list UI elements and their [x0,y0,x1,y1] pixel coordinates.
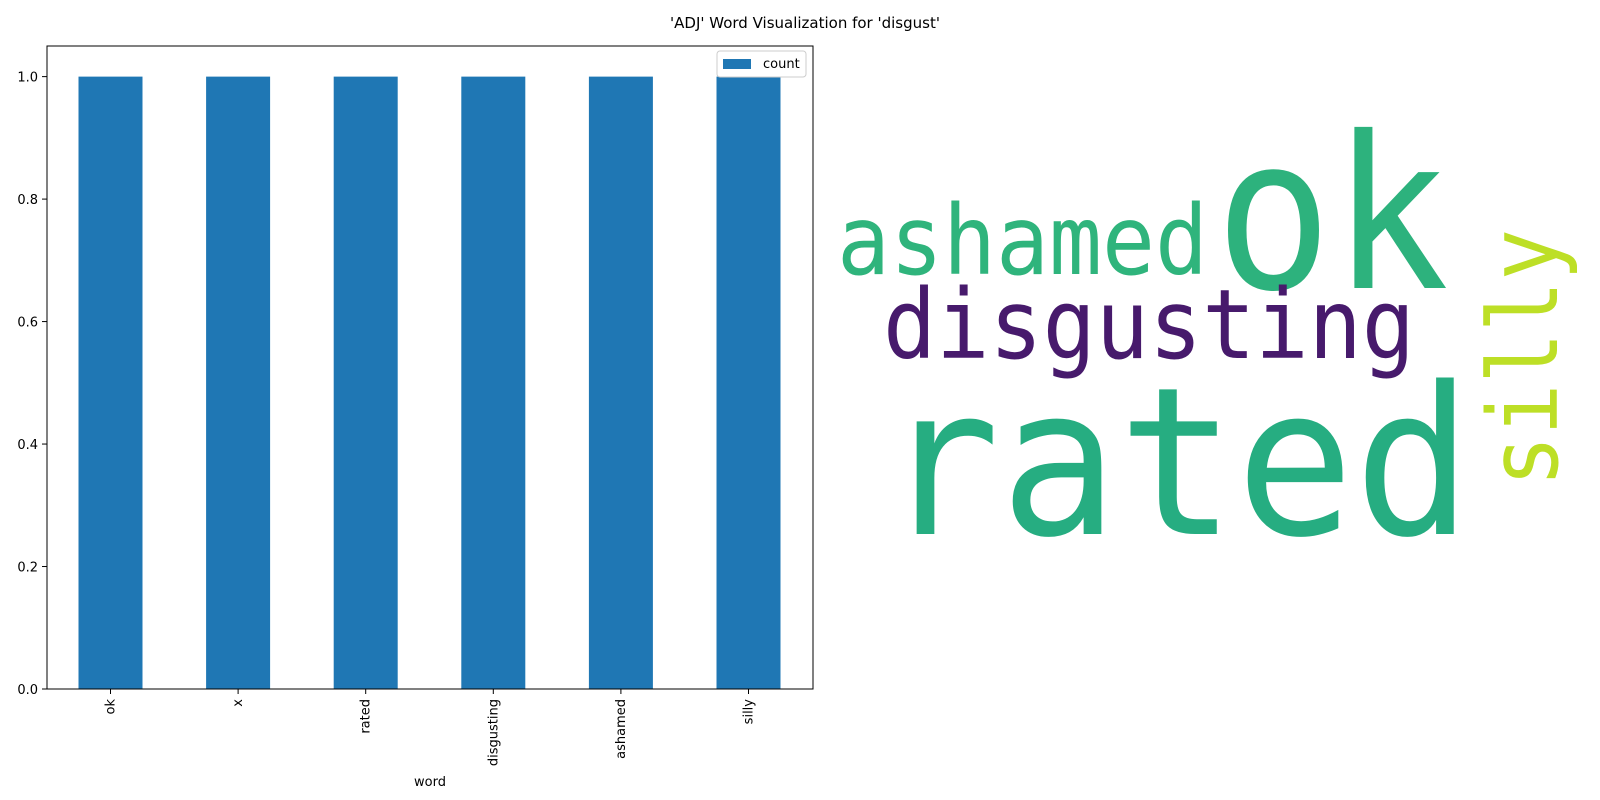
legend-label: count [763,57,800,72]
x-tick-label: silly [742,699,757,725]
bar-rated [333,76,398,690]
x-tick-label: rated [359,699,374,734]
y-tick-label: 0.0 [17,683,38,698]
legend-frame [716,50,807,78]
bar-x [206,76,271,690]
bar-silly [716,76,781,690]
bars-group [78,76,781,690]
bar-ok [78,76,143,690]
x-tick-label: ok [104,699,119,715]
wordcloud-word-disgusting: disgusting [883,269,1415,381]
figure-title: 'ADJ' Word Visualization for 'disgust' [670,14,940,32]
legend-swatch [723,59,751,69]
x-tick-label: ashamed [614,699,629,759]
bar-chart: 0.0 0.2 0.4 0.6 0.8 1.0 ok x rated disgusting ash… [17,45,814,790]
x-axis-label: word [414,775,446,790]
wordcloud-word-ok: ok [1215,91,1449,338]
wordcloud-word-rated: rated [882,343,1472,583]
y-tick-label: 0.8 [17,193,38,208]
legend: count [716,50,807,78]
bar-disgusting [461,76,526,690]
bar-ashamed [588,76,653,690]
wordcloud-word-silly: silly [1468,229,1580,487]
y-tick-label: 0.4 [17,438,38,453]
wordcloud-word-ashamed: ashamed [837,185,1208,297]
y-tick-label: 1.0 [17,71,38,86]
x-tick-label: disgusting [486,699,501,766]
y-tick-label: 0.2 [17,561,38,576]
y-axis-ticks: 0.0 0.2 0.4 0.6 0.8 1.0 [17,71,47,698]
y-tick-label: 0.6 [17,316,38,331]
word-cloud: rated ok disgusting ashamed silly [837,91,1580,583]
x-tick-label: x [231,699,246,707]
x-axis-ticks: ok x rated disgusting ashamed silly [104,689,757,766]
plot-frame [46,45,814,690]
